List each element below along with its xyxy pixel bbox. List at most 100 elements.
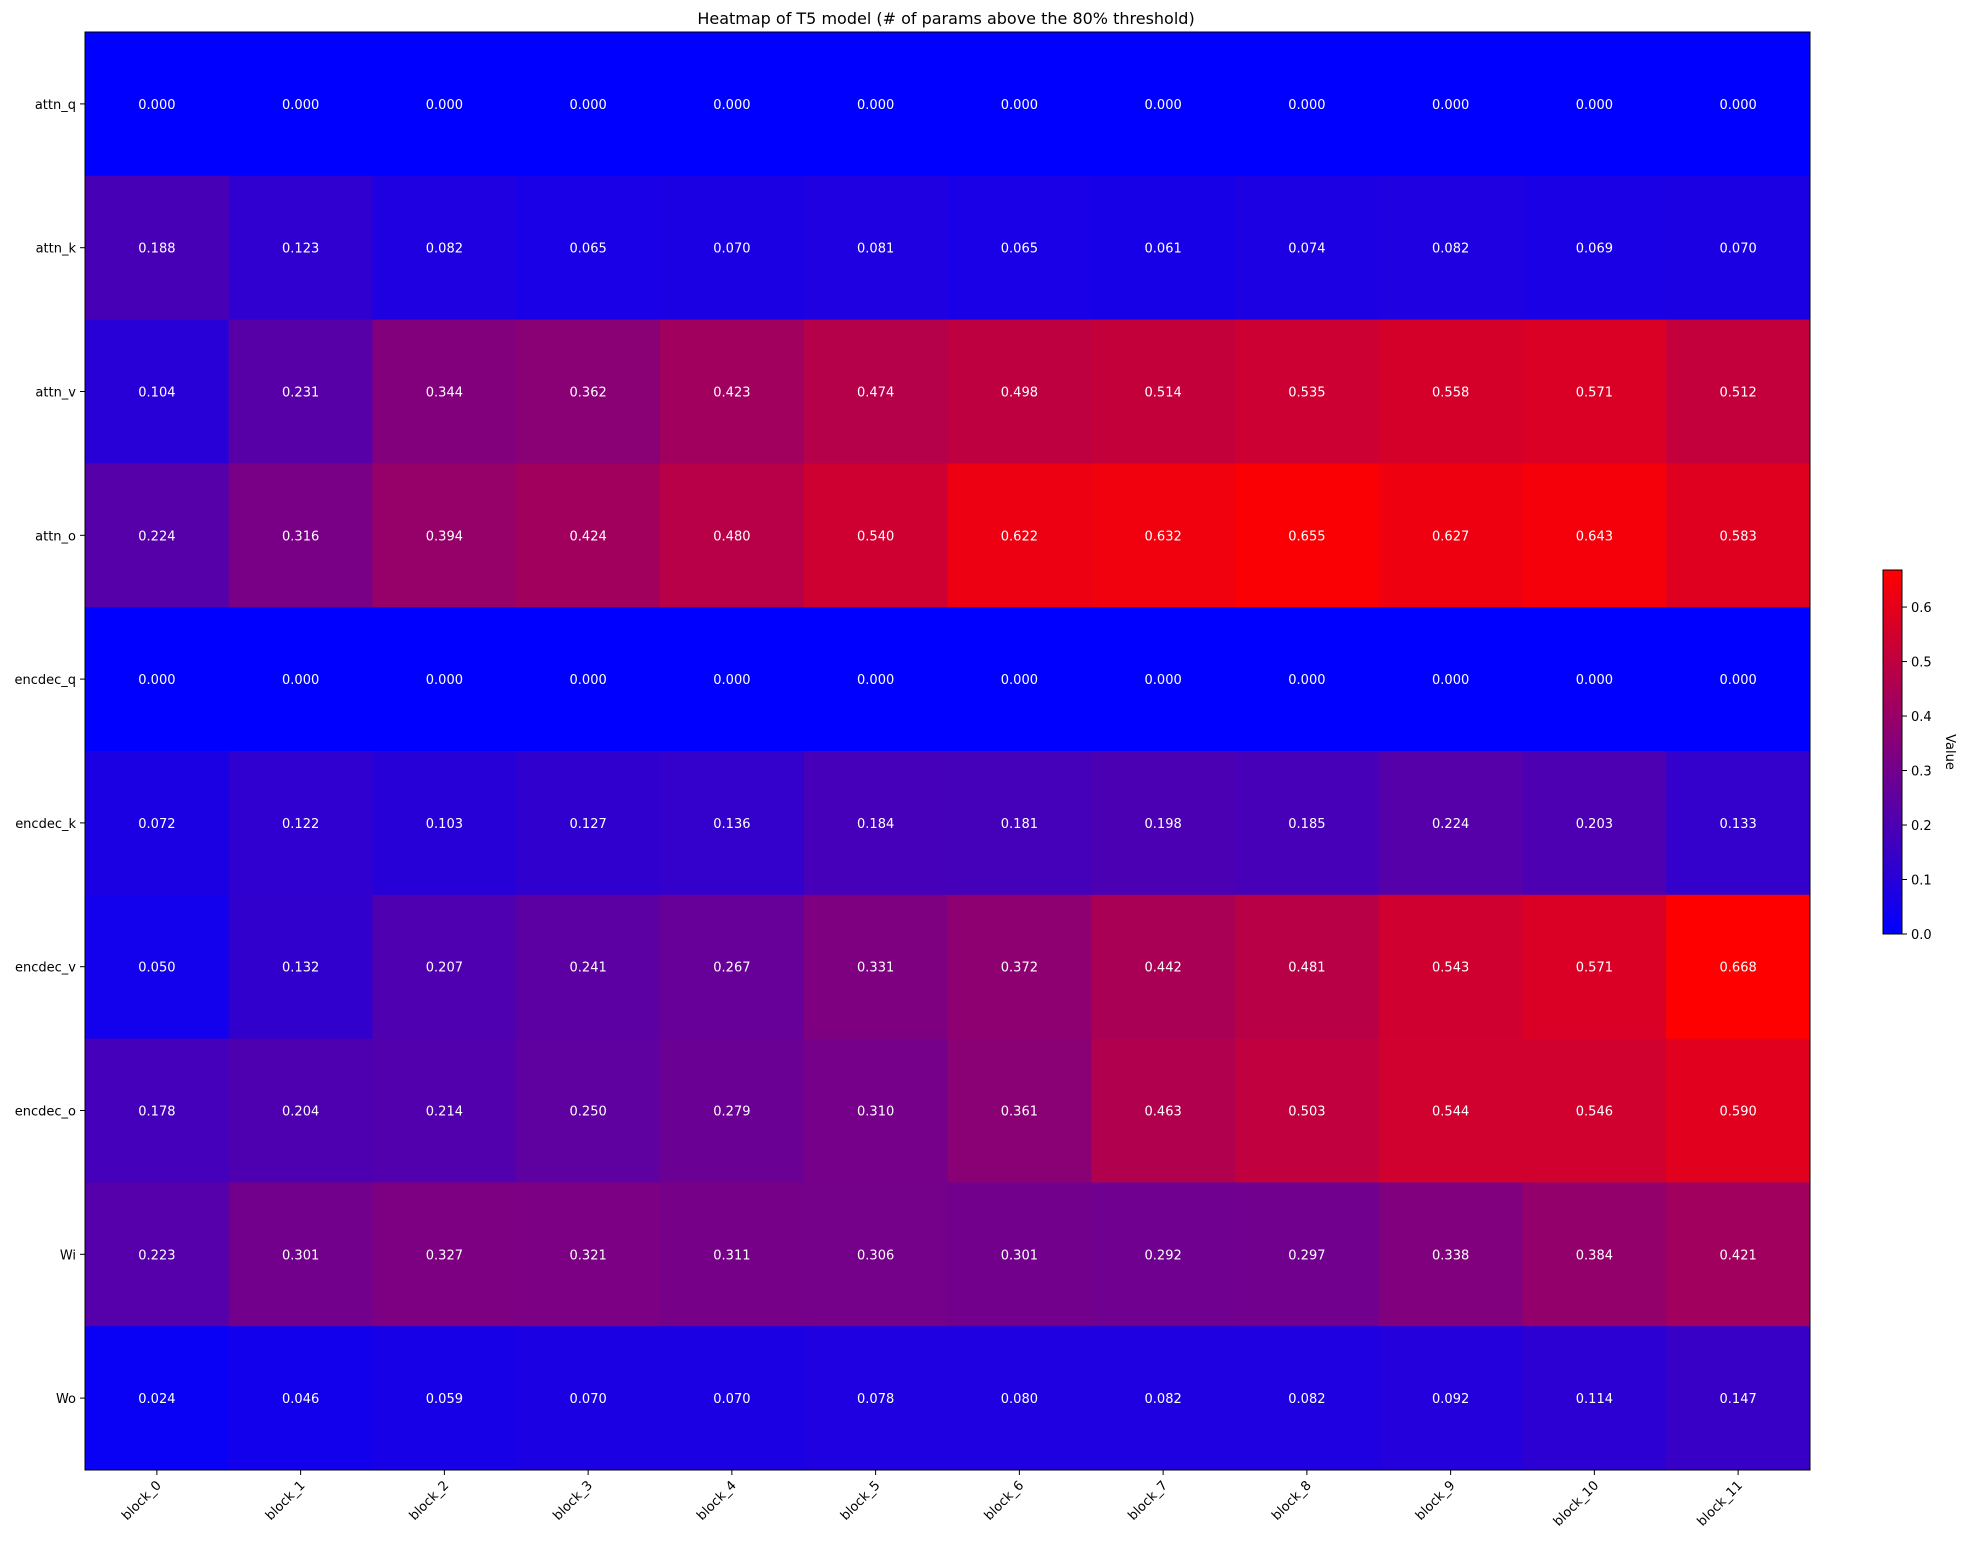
cell-value-label: 0.590 [1720,1105,1757,1120]
cell-value-label: 0.082 [1432,242,1469,257]
heatmap-cell [947,607,1092,752]
chart-title: Heatmap of T5 model (# of params above t… [697,9,1194,28]
x-tick-label: block_10 [1551,1478,1602,1529]
heatmap-cell [228,1182,373,1327]
x-tick-label: block_9 [1413,1478,1458,1523]
cell-value-label: 0.327 [426,1248,463,1263]
heatmap-cell [85,751,230,896]
y-tick-label: Wo [56,1392,76,1407]
heatmap-cell [947,32,1092,177]
y-tick-label: Wi [60,1248,76,1263]
cell-value-label: 0.082 [1145,1392,1182,1407]
heatmap-cell [516,463,661,608]
heatmap-cell [947,175,1092,321]
cell-value-label: 0.498 [1001,386,1038,401]
cell-value-label: 0.512 [1720,386,1757,401]
heatmap-cell [516,1326,661,1471]
heatmap-cell [1666,463,1811,608]
y-tick-label: attn_v [35,386,76,401]
heatmap-cell [228,894,373,1040]
heatmap-cell [1378,32,1523,177]
cell-value-label: 0.480 [713,529,750,544]
cell-value-label: 0.104 [138,386,175,401]
heatmap-cell [1235,175,1380,321]
cell-value-label: 0.070 [570,1392,607,1407]
heatmap-cell [1522,1038,1667,1183]
colorbar-tick-label: 0.6 [1911,601,1932,616]
heatmap-cell [516,607,661,752]
cell-value-label: 0.061 [1145,242,1182,257]
cell-value-label: 0.000 [1288,98,1325,113]
cell-value-label: 0.072 [138,817,175,832]
cell-value-label: 0.558 [1432,386,1469,401]
cell-value-label: 0.074 [1288,242,1325,257]
heatmap-cell [803,894,948,1040]
cell-value-label: 0.207 [426,961,463,976]
colorbar-tick-label: 0.5 [1911,656,1932,671]
cell-value-label: 0.092 [1432,1392,1469,1407]
heatmap-cell [947,894,1092,1040]
heatmap-cell [1235,751,1380,896]
cell-value-label: 0.231 [282,386,319,401]
cell-value-label: 0.292 [1145,1248,1182,1263]
heatmap-cell [1666,319,1811,464]
cell-value-label: 0.514 [1145,386,1182,401]
cell-value-label: 0.474 [857,386,894,401]
heatmap-cell [660,607,805,752]
heatmap-cell [516,175,661,321]
cell-value-label: 0.546 [1576,1105,1613,1120]
heatmap-cell [85,1182,230,1327]
cell-value-label: 0.540 [857,529,894,544]
heatmap-cell [1522,894,1667,1040]
heatmap-cell [1522,751,1667,896]
heatmap-cell [1091,894,1236,1040]
heatmap-cell [660,894,805,1040]
heatmap-cell [660,1038,805,1183]
heatmap-cell [1091,1326,1236,1471]
heatmap-cell [1091,32,1236,177]
heatmap-cell [660,1326,805,1471]
cell-value-label: 0.316 [282,529,319,544]
heatmap-cell [372,751,517,896]
colorbar-tick-label: 0.0 [1911,928,1932,943]
colorbar-label: Value [1942,734,1957,770]
heatmap-cells: 0.000 0.000 0.000 0.000 0.000 0.000 0.000 0.000… [85,32,1811,1471]
heatmap-cell [372,1038,517,1183]
cell-value-label: 0.204 [282,1105,319,1120]
heatmap-cell [947,1182,1092,1327]
cell-value-label: 0.000 [570,98,607,113]
cell-value-label: 0.198 [1145,817,1182,832]
cell-value-label: 0.297 [1288,1248,1325,1263]
cell-value-label: 0.123 [282,242,319,257]
cell-value-label: 0.114 [1576,1392,1613,1407]
heatmap-cell [1522,319,1667,464]
cell-value-label: 0.668 [1720,961,1757,976]
cell-value-label: 0.181 [1001,817,1038,832]
heatmap-cell [85,1326,230,1471]
heatmap-cell [228,32,373,177]
heatmap-cell [85,463,230,608]
heatmap-cell [516,32,661,177]
colorbar-tick-label: 0.1 [1911,874,1932,889]
cell-value-label: 0.214 [426,1105,463,1120]
heatmap-cell [1091,319,1236,464]
x-tick-label: block_5 [838,1478,883,1523]
heatmap-cell [372,894,517,1040]
heatmap-cell [85,894,230,1040]
cell-value-label: 0.000 [138,98,175,113]
cell-value-label: 0.065 [570,242,607,257]
x-axis: block_0 block_1 block_2 block_3 block_4 block… [119,1470,1746,1530]
cell-value-label: 0.065 [1001,242,1038,257]
heatmap-cell [1378,175,1523,321]
cell-value-label: 0.361 [1001,1105,1038,1120]
heatmap-cell [1378,1038,1523,1183]
cell-value-label: 0.306 [857,1248,894,1263]
cell-value-label: 0.069 [1576,242,1613,257]
heatmap-cell [803,751,948,896]
cell-value-label: 0.481 [1288,961,1325,976]
cell-value-label: 0.000 [426,673,463,688]
cell-value-label: 0.384 [1576,1248,1613,1263]
heatmap-cell [803,32,948,177]
heatmap-cell [947,463,1092,608]
